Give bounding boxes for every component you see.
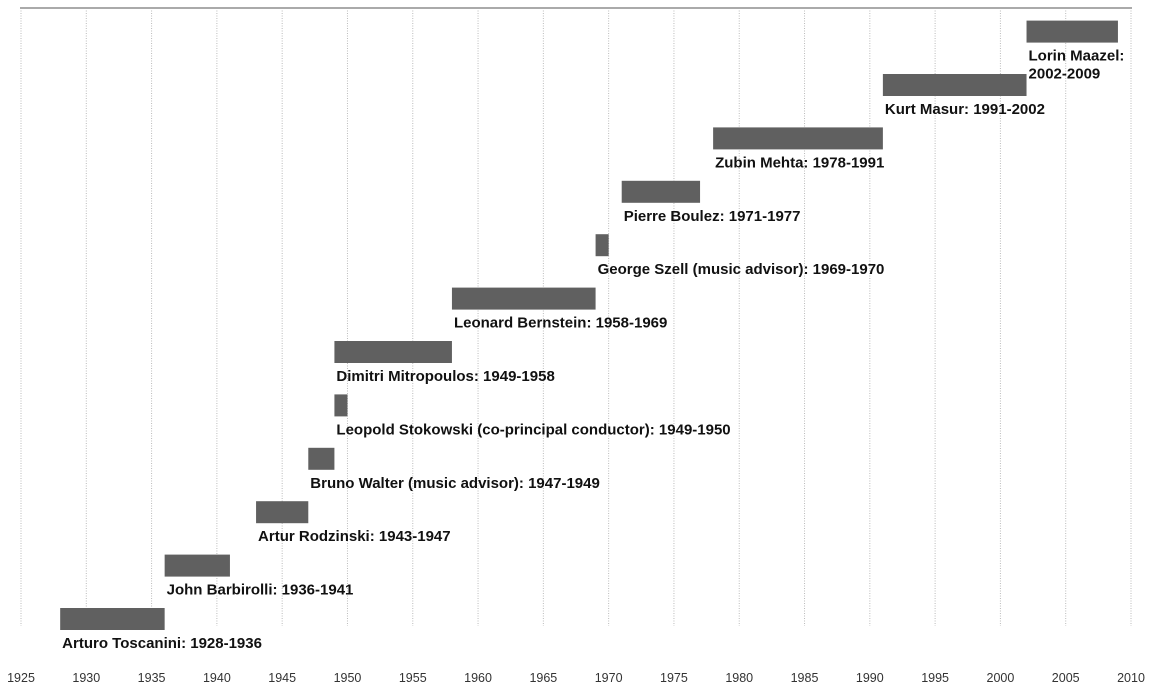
x-tick-label: 1970 <box>595 671 623 685</box>
x-tick-label: 1995 <box>921 671 949 685</box>
tenure-bar <box>334 394 348 417</box>
bar-label: Leopold Stokowski (co-principal conducto… <box>336 421 730 438</box>
bar-label: Arturo Toscanini: 1928-1936 <box>62 635 262 652</box>
x-tick-label: 1975 <box>660 671 688 685</box>
bar-label: Lorin Maazel: <box>1029 48 1125 65</box>
x-tick-label: 1925 <box>7 671 35 685</box>
x-tick-label: 2005 <box>1052 671 1080 685</box>
x-tick-label: 1935 <box>138 671 166 685</box>
tenure-bar <box>334 341 452 363</box>
bar-label: Dimitri Mitropoulos: 1949-1958 <box>336 368 554 385</box>
bar-label: 2002-2009 <box>1029 66 1101 83</box>
x-tick-label: 1990 <box>856 671 884 685</box>
x-tick-label: 2000 <box>987 671 1015 685</box>
tenure-bar <box>595 234 609 257</box>
tenure-bar <box>60 608 165 630</box>
tenure-bar <box>882 74 1027 96</box>
bar-label: Artur Rodzinski: 1943-1947 <box>258 528 451 545</box>
tenure-bar <box>256 501 309 524</box>
tenure-bar <box>164 554 230 577</box>
tenure-bar <box>713 127 883 150</box>
tenure-bar <box>1026 20 1118 43</box>
x-tick-label: 2010 <box>1117 671 1145 685</box>
x-tick-label: 1955 <box>399 671 427 685</box>
x-tick-label: 1945 <box>268 671 296 685</box>
tenure-bar <box>451 287 596 310</box>
tenure-bar <box>621 180 701 203</box>
bar-label: Bruno Walter (music advisor): 1947-1949 <box>310 475 600 492</box>
x-tick-label: 1960 <box>464 671 492 685</box>
x-tick-label: 1950 <box>334 671 362 685</box>
bar-label: George Szell (music advisor): 1969-1970 <box>598 261 885 278</box>
tenure-bar <box>308 447 335 470</box>
x-tick-label: 1965 <box>529 671 557 685</box>
x-tick-label: 1985 <box>791 671 819 685</box>
x-tick-label: 1940 <box>203 671 231 685</box>
x-tick-label: 1980 <box>725 671 753 685</box>
bar-label: John Barbirolli: 1936-1941 <box>167 582 354 599</box>
x-tick-label: 1930 <box>72 671 100 685</box>
bar-label: Leonard Bernstein: 1958-1969 <box>454 315 667 332</box>
bar-label: Kurt Masur: 1991-2002 <box>885 101 1045 118</box>
bar-label: Pierre Boulez: 1971-1977 <box>624 208 801 225</box>
bar-label: Zubin Mehta: 1978-1991 <box>715 154 884 171</box>
